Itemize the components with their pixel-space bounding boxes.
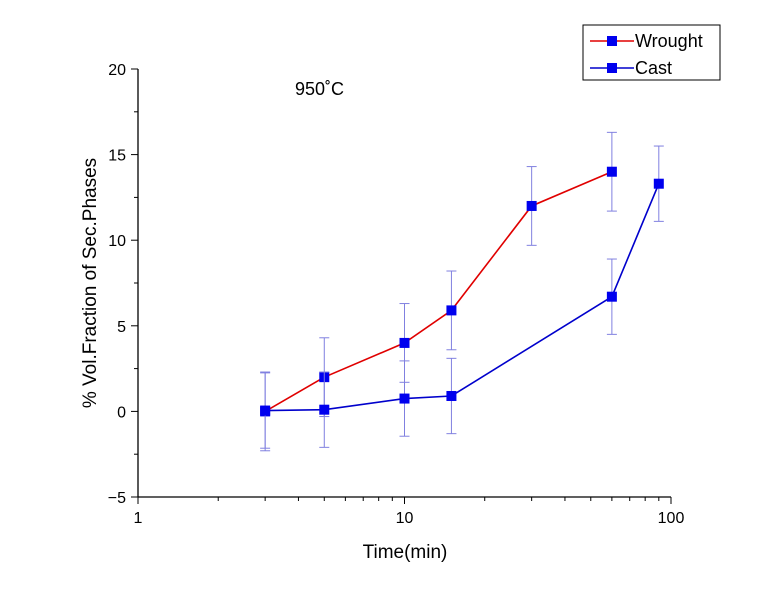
data-point xyxy=(446,390,457,401)
x-tick-label: 1 xyxy=(134,510,143,527)
data-point xyxy=(260,405,271,416)
series-line xyxy=(265,183,660,412)
y-tick-label: 0 xyxy=(117,404,126,421)
x-tick-label: 100 xyxy=(658,510,685,527)
y-tick-label: 15 xyxy=(108,148,126,165)
data-point xyxy=(653,178,664,189)
y-tick-label: 10 xyxy=(108,233,126,250)
y-tick-label: 20 xyxy=(108,62,126,79)
data-point xyxy=(606,166,617,177)
legend: Wrought Cast xyxy=(582,24,721,81)
legend-marker xyxy=(607,36,617,46)
data-point xyxy=(446,305,457,316)
x-tick-label: 10 xyxy=(396,510,414,527)
y-axis-label: % Vol.Fraction of Sec.Phases xyxy=(80,158,101,408)
data-point xyxy=(606,291,617,302)
series-cast xyxy=(260,145,664,449)
annotation: 950˚C xyxy=(295,79,344,99)
x-axis-label: Time(min) xyxy=(363,542,448,563)
y-tick-label: 5 xyxy=(117,319,126,336)
series-wrought xyxy=(260,131,617,452)
data-point xyxy=(399,337,410,348)
data-point xyxy=(526,200,537,211)
y-tick-label: −5 xyxy=(108,490,126,507)
series-line xyxy=(264,170,613,413)
data-point xyxy=(319,404,330,415)
legend-label: Cast xyxy=(635,58,672,78)
legend-marker xyxy=(607,63,617,73)
data-point xyxy=(399,393,410,404)
legend-box xyxy=(582,24,721,81)
legend-label: Wrought xyxy=(635,31,703,51)
